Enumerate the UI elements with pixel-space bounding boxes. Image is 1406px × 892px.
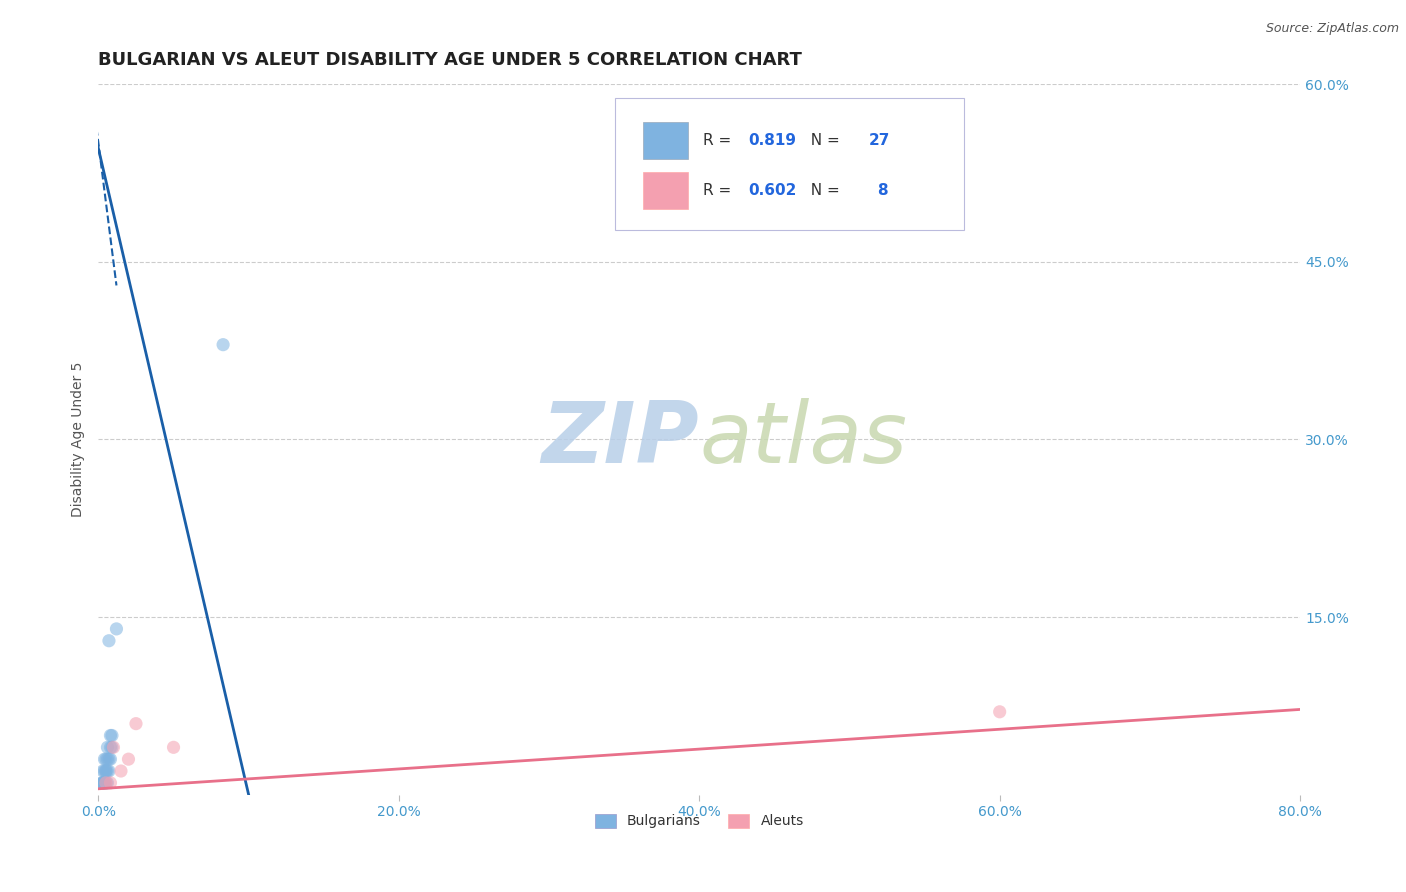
Point xyxy=(91,776,114,790)
Text: 0.602: 0.602 xyxy=(748,183,797,198)
Text: atlas: atlas xyxy=(699,398,907,481)
Point xyxy=(96,752,118,766)
Text: ZIP: ZIP xyxy=(541,398,699,481)
Y-axis label: Disability Age Under 5: Disability Age Under 5 xyxy=(72,362,86,517)
Point xyxy=(94,776,117,790)
Point xyxy=(94,752,117,766)
Text: BULGARIAN VS ALEUT DISABILITY AGE UNDER 5 CORRELATION CHART: BULGARIAN VS ALEUT DISABILITY AGE UNDER … xyxy=(98,51,803,69)
Point xyxy=(93,776,115,790)
Point xyxy=(96,740,118,755)
Point xyxy=(100,752,122,766)
Point xyxy=(97,752,120,766)
Point xyxy=(100,776,122,790)
Text: N =: N = xyxy=(801,134,845,148)
Point xyxy=(105,622,128,636)
Text: R =: R = xyxy=(703,183,735,198)
Point xyxy=(94,776,117,790)
Text: 27: 27 xyxy=(869,134,890,148)
Point xyxy=(94,764,117,778)
Legend: Bulgarians, Aleuts: Bulgarians, Aleuts xyxy=(589,808,810,834)
Point xyxy=(93,752,115,766)
Point xyxy=(93,776,115,790)
Point xyxy=(96,764,118,778)
Text: Source: ZipAtlas.com: Source: ZipAtlas.com xyxy=(1265,22,1399,36)
Point xyxy=(117,752,139,766)
Point xyxy=(125,716,148,731)
Point xyxy=(212,337,235,351)
Point xyxy=(100,740,122,755)
Point xyxy=(100,729,122,743)
Point xyxy=(91,764,114,778)
Point xyxy=(110,764,132,778)
FancyBboxPatch shape xyxy=(643,122,689,160)
Point xyxy=(162,740,184,755)
Point xyxy=(97,633,120,648)
Point xyxy=(91,776,114,790)
Text: 8: 8 xyxy=(877,183,887,198)
Text: R =: R = xyxy=(703,134,735,148)
Text: N =: N = xyxy=(801,183,849,198)
Point xyxy=(91,776,114,790)
FancyBboxPatch shape xyxy=(616,98,963,230)
Point xyxy=(97,764,120,778)
Text: 0.819: 0.819 xyxy=(748,134,797,148)
Point xyxy=(101,729,124,743)
Point xyxy=(988,705,1011,719)
Point xyxy=(96,776,118,790)
Point xyxy=(93,764,115,778)
Point xyxy=(90,776,112,790)
Point xyxy=(103,740,125,755)
Point xyxy=(94,764,117,778)
Point xyxy=(101,740,124,755)
FancyBboxPatch shape xyxy=(643,172,689,210)
